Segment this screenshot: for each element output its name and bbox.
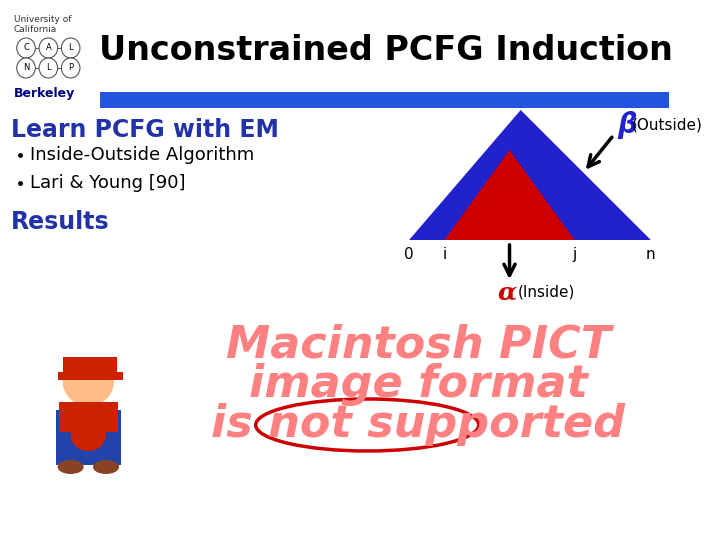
Bar xyxy=(58,402,118,432)
Text: (Inside): (Inside) xyxy=(518,285,575,300)
Text: P: P xyxy=(68,64,73,72)
Text: Unconstrained PCFG Induction: Unconstrained PCFG Induction xyxy=(99,33,672,66)
Circle shape xyxy=(39,38,58,58)
Polygon shape xyxy=(409,110,651,240)
Text: C: C xyxy=(23,44,29,52)
Text: Inside-Outside Algorithm: Inside-Outside Algorithm xyxy=(30,146,254,164)
Text: i: i xyxy=(442,247,446,262)
Text: Learn PCFG with EM: Learn PCFG with EM xyxy=(11,118,279,142)
Text: β: β xyxy=(617,111,637,139)
Text: α: α xyxy=(498,280,517,304)
Ellipse shape xyxy=(93,460,119,474)
Circle shape xyxy=(61,38,80,58)
Text: Results: Results xyxy=(11,210,109,234)
Text: L: L xyxy=(46,64,50,72)
Circle shape xyxy=(17,58,35,78)
Bar xyxy=(58,372,122,380)
Text: 0: 0 xyxy=(405,247,414,262)
Text: is not supported: is not supported xyxy=(212,403,626,447)
Text: Berkeley: Berkeley xyxy=(14,87,75,100)
Bar xyxy=(63,357,117,377)
Circle shape xyxy=(61,58,80,78)
Text: (Outside): (Outside) xyxy=(632,118,703,132)
Text: Lari & Young [90]: Lari & Young [90] xyxy=(30,174,185,192)
Ellipse shape xyxy=(71,419,106,451)
Circle shape xyxy=(17,38,35,58)
Text: image format: image format xyxy=(249,363,588,407)
Text: L: L xyxy=(68,44,73,52)
Bar xyxy=(100,92,670,108)
Polygon shape xyxy=(444,150,575,240)
Text: N: N xyxy=(23,64,30,72)
Ellipse shape xyxy=(58,460,84,474)
Text: n: n xyxy=(646,247,656,262)
Text: University of: University of xyxy=(14,15,71,24)
Bar xyxy=(55,410,121,465)
Circle shape xyxy=(39,58,58,78)
Text: California: California xyxy=(14,25,57,34)
Text: j: j xyxy=(572,247,577,262)
Text: A: A xyxy=(45,44,51,52)
Ellipse shape xyxy=(63,358,114,406)
Text: Macintosh PICT: Macintosh PICT xyxy=(226,323,611,367)
